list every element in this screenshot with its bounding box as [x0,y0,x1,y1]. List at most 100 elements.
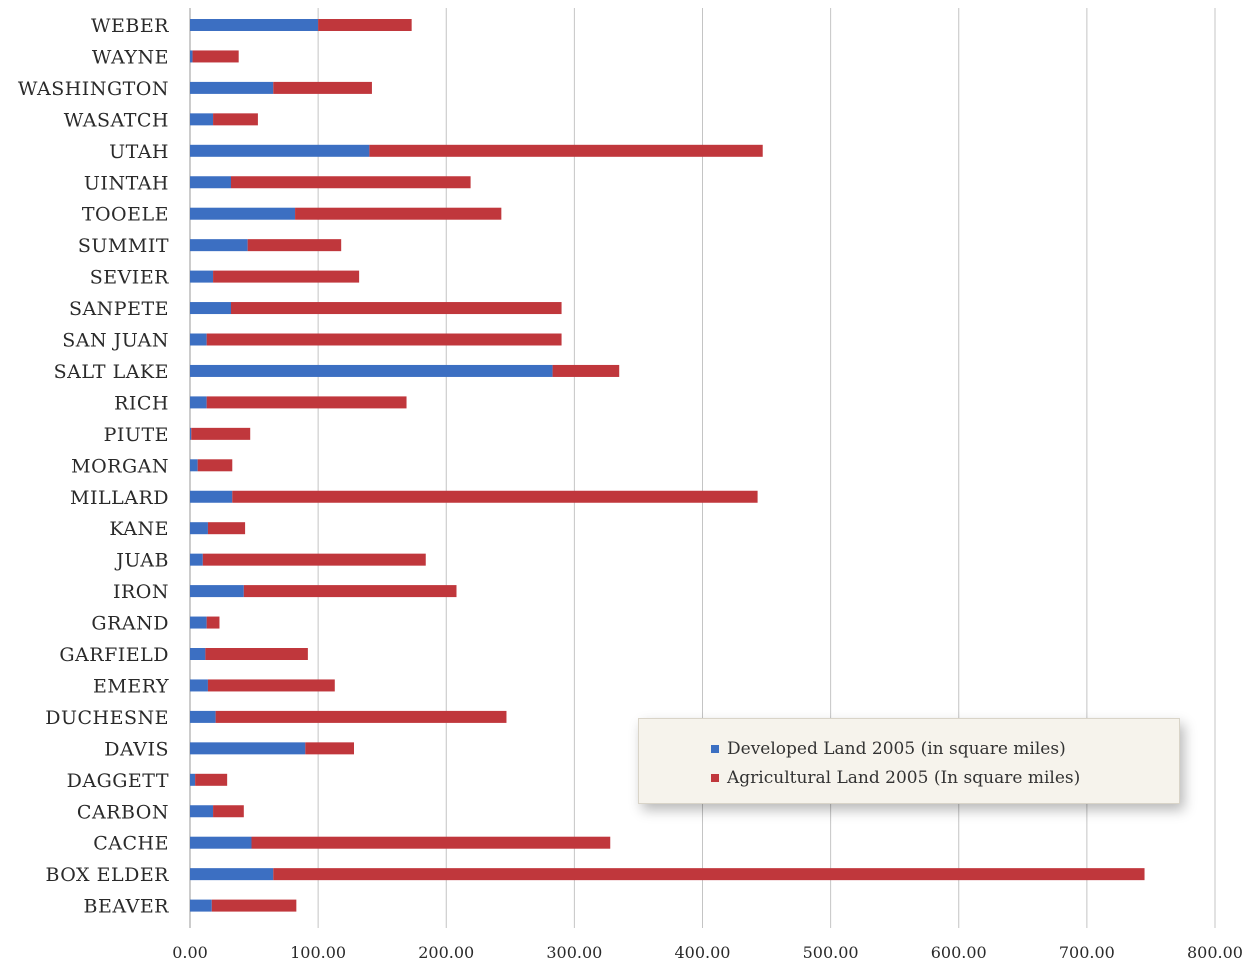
x-tick-label: 100.00 [290,943,346,962]
bar-agricultural [192,50,239,63]
bar-agricultural [318,19,412,31]
bar-agricultural [231,176,471,189]
chart-legend: Developed Land 2005 (in square miles) Ag… [638,718,1180,804]
category-label: IRON [113,581,169,603]
bar-developed [190,333,207,346]
bar-agricultural [195,773,228,786]
bar-developed [190,459,198,472]
category-label: SUMMIT [78,235,169,257]
bar-developed [190,270,214,283]
bar-developed [190,648,206,660]
bar-developed [190,773,196,786]
x-tick-label: 400.00 [675,943,731,962]
bar-developed [190,836,252,849]
bar-agricultural [206,616,220,629]
bar-developed [190,522,208,535]
bar-developed [190,176,231,189]
bar-developed [190,144,370,157]
category-label: GARFIELD [59,644,169,666]
category-label: SEVIER [90,267,169,289]
bar-agricultural [213,113,258,126]
bar-agricultural [213,805,244,818]
bar-developed [190,239,248,252]
category-label: WAYNE [92,46,169,68]
legend-swatch-agricultural [711,774,719,782]
category-label: SAN JUAN [62,330,169,352]
category-label: WEBER [91,15,169,37]
category-label: SALT LAKE [54,361,169,383]
legend-item-developed: Developed Land 2005 (in square miles) [711,739,1066,759]
bar-agricultural [243,585,457,598]
legend-label-developed: Developed Land 2005 (in square miles) [727,739,1066,759]
x-tick-label: 200.00 [418,943,474,962]
bar-developed [190,207,296,220]
bar-agricultural [211,899,297,912]
bar-developed [190,490,233,503]
bar-agricultural [247,239,342,252]
bar-agricultural [273,81,372,94]
bar-agricultural [215,710,507,723]
bar-developed [190,19,319,31]
bar-agricultural [207,522,246,535]
bar-agricultural [197,459,233,472]
category-label: TOOELE [82,204,169,226]
category-label: DUCHESNE [45,707,169,729]
bar-agricultural [205,648,308,660]
x-tick-label: 500.00 [803,943,859,962]
x-tick-label: 700.00 [1059,943,1115,962]
category-label: DAVIS [104,738,169,760]
category-label: RICH [114,392,169,414]
bar-developed [190,585,244,598]
bar-developed [190,113,214,126]
bar-agricultural [207,679,335,692]
category-label: BEAVER [83,896,169,918]
bar-agricultural [202,553,426,566]
bar-developed [190,805,214,818]
x-tick-label: 800.00 [1187,943,1243,962]
legend-item-agricultural: Agricultural Land 2005 (In square miles) [711,768,1080,788]
bar-developed [190,81,274,94]
bar-agricultural [251,836,611,849]
bar-agricultural [213,270,360,283]
bar-developed [190,742,306,755]
legend-label-agricultural: Agricultural Land 2005 (In square miles) [727,768,1081,788]
category-label: UTAH [109,141,169,163]
category-label: SANPETE [69,298,169,320]
bar-developed [190,396,207,409]
bar-developed [190,899,212,912]
bar-developed [190,679,208,692]
category-label: JUAB [114,550,169,572]
bar-agricultural [206,396,407,409]
bar-developed [190,364,553,377]
category-label: CACHE [93,833,169,855]
bar-agricultural [232,490,758,503]
bar-developed [190,616,207,629]
category-label: WASHINGTON [18,78,169,100]
category-label: PIUTE [104,424,169,446]
category-label: GRAND [91,613,169,635]
bar-agricultural [191,427,251,440]
category-label: BOX ELDER [45,864,169,886]
bar-developed [190,50,193,63]
bar-developed [190,868,274,881]
bar-developed [190,710,216,723]
category-label: KANE [109,518,169,540]
category-label: MILLARD [70,487,169,509]
bar-developed [190,553,203,566]
category-label: WASATCH [64,109,169,131]
category-label: DAGGETT [67,770,169,792]
x-tick-label: 0.00 [172,943,208,962]
legend-swatch-developed [711,745,719,753]
category-label: UINTAH [84,172,169,194]
bar-agricultural [231,302,562,315]
bar-agricultural [305,742,354,755]
x-tick-label: 600.00 [931,943,987,962]
x-tick-label: 300.00 [546,943,602,962]
category-label: EMERY [93,675,169,697]
bar-agricultural [369,144,763,157]
bar-developed [190,427,192,440]
bar-agricultural [206,333,562,346]
